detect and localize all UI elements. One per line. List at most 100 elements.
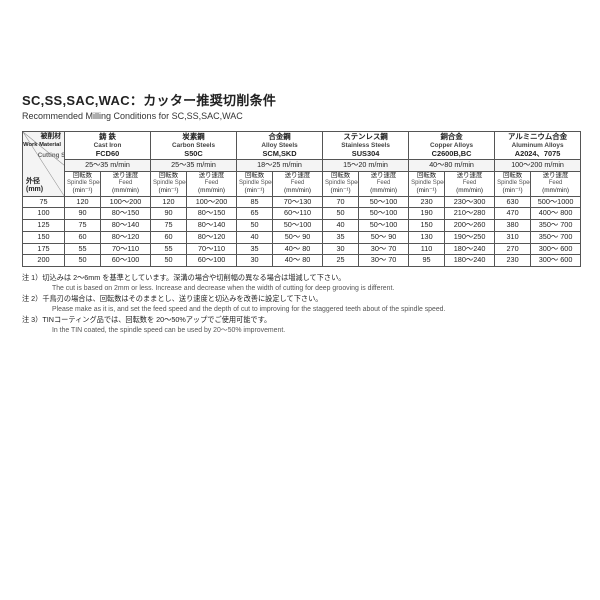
rpm-cell: 50: [151, 255, 187, 267]
diameter-cell: 175: [23, 243, 65, 255]
rpm-cell: 270: [495, 243, 531, 255]
rpm-cell: 85: [237, 196, 273, 208]
speed-5: 100～200 m/min: [495, 160, 581, 172]
rpm-cell: 230: [409, 196, 445, 208]
rpm-cell: 310: [495, 231, 531, 243]
feed-cell: 70～110: [187, 243, 237, 255]
subheader-row: 回転数Spindle Speed(min⁻¹)送り速度Feed(mm/min)回…: [23, 172, 581, 197]
rpm-cell: 40: [237, 231, 273, 243]
feed-cell: 350～ 700: [531, 220, 581, 232]
note-1: 注 1）切込みは 2～6mm を基準としています。深溝の場合や切削幅の異なる場合…: [22, 273, 578, 284]
table-body: 75120100～200120100～2008570～1307050～10023…: [23, 196, 581, 267]
feed-cell: 30～ 70: [359, 255, 409, 267]
diameter-cell: 75: [23, 196, 65, 208]
mat-code: S50C: [153, 150, 234, 159]
mat-code: FCD60: [67, 150, 148, 159]
diameter-cell: 150: [23, 231, 65, 243]
subhdr-rpm: 回転数Spindle Speed(min⁻¹): [65, 172, 101, 197]
rpm-cell: 55: [151, 243, 187, 255]
subhdr-rpm: 回転数Spindle Speed(min⁻¹): [409, 172, 445, 197]
rpm-cell: 150: [409, 220, 445, 232]
mat-jp: 鋳 鉄: [67, 133, 148, 142]
subhdr-feed: 送り速度Feed(mm/min): [531, 172, 581, 197]
feed-cell: 50～ 90: [359, 231, 409, 243]
feed-cell: 80～120: [187, 231, 237, 243]
cutting-speed-row: 25～35 m/min 25～35 m/min 18～25 m/min 15～2…: [23, 160, 581, 172]
speed-3: 15～20 m/min: [323, 160, 409, 172]
feed-cell: 50～100: [359, 208, 409, 220]
subhdr-feed: 送り速度Feed(mm/min): [101, 172, 151, 197]
feed-cell: 100～200: [101, 196, 151, 208]
mat-jp: 炭素鋼: [153, 133, 234, 142]
subhdr-rpm: 回転数Spindle Speed(min⁻¹): [237, 172, 273, 197]
feed-cell: 180～240: [445, 243, 495, 255]
speed-4: 40～80 m/min: [409, 160, 495, 172]
subhdr-rpm: 回転数Spindle Speed(min⁻¹): [323, 172, 359, 197]
speed-0: 25～35 m/min: [65, 160, 151, 172]
feed-cell: 50～ 90: [273, 231, 323, 243]
rpm-cell: 30: [237, 255, 273, 267]
note-3: 注 3）TINコーティング品では、回転数を 20～50%アップでご使用可能です。: [22, 315, 578, 326]
rpm-cell: 90: [151, 208, 187, 220]
rpm-cell: 35: [323, 231, 359, 243]
rpm-cell: 25: [323, 255, 359, 267]
rpm-cell: 70: [323, 196, 359, 208]
diameter-cell: 100: [23, 208, 65, 220]
mat-jp: アルミニウム合金: [497, 133, 578, 142]
rpm-cell: 110: [409, 243, 445, 255]
feed-cell: 80～140: [187, 220, 237, 232]
rpm-cell: 470: [495, 208, 531, 220]
mat-hdr-0: 鋳 鉄 Cast Iron FCD60: [65, 132, 151, 160]
rpm-cell: 90: [65, 208, 101, 220]
title-en: Recommended Milling Conditions for SC,SS…: [22, 111, 578, 121]
rpm-cell: 120: [65, 196, 101, 208]
diameter-cell: 200: [23, 255, 65, 267]
notes-block: 注 1）切込みは 2～6mm を基準としています。深溝の場合や切削幅の異なる場合…: [22, 273, 578, 336]
feed-cell: 30～ 70: [359, 243, 409, 255]
mat-hdr-5: アルミニウム合金 Aluminum Alloys A2024、7075: [495, 132, 581, 160]
diameter-cell: 125: [23, 220, 65, 232]
subhdr-rpm: 回転数Spindle Speed(min⁻¹): [151, 172, 187, 197]
feed-cell: 300～ 600: [531, 243, 581, 255]
milling-conditions-table: 被削材 Work Material Cutting Speed 外径 (mm) …: [22, 131, 581, 267]
mat-code: C2600B,BC: [411, 150, 492, 159]
rpm-cell: 230: [495, 255, 531, 267]
rpm-cell: 30: [323, 243, 359, 255]
feed-cell: 100～200: [187, 196, 237, 208]
corner-bot-jp: 外径: [26, 178, 40, 185]
rpm-cell: 35: [237, 243, 273, 255]
feed-cell: 80～150: [187, 208, 237, 220]
corner-cell: 被削材 Work Material Cutting Speed 外径 (mm): [23, 132, 65, 197]
feed-cell: 230～300: [445, 196, 495, 208]
title-jp: SC,SS,SAC,WAC：カッター推奨切削条件: [22, 90, 578, 109]
note-1-sub: The cut is based on 2mm or less. Increas…: [22, 284, 578, 294]
rpm-cell: 190: [409, 208, 445, 220]
feed-cell: 400～ 800: [531, 208, 581, 220]
rpm-cell: 380: [495, 220, 531, 232]
feed-cell: 80～140: [101, 220, 151, 232]
feed-cell: 80～150: [101, 208, 151, 220]
feed-cell: 40～ 80: [273, 255, 323, 267]
feed-cell: 50～100: [359, 196, 409, 208]
mat-hdr-4: 銅合金 Copper Alloys C2600B,BC: [409, 132, 495, 160]
corner-top-jp: 被削材: [41, 133, 61, 140]
feed-cell: 180～240: [445, 255, 495, 267]
subhdr-feed: 送り速度Feed(mm/min): [445, 172, 495, 197]
rpm-cell: 55: [65, 243, 101, 255]
feed-cell: 60～100: [101, 255, 151, 267]
mat-jp: 合金鋼: [239, 133, 320, 142]
subhdr-feed: 送り速度Feed(mm/min): [359, 172, 409, 197]
table-row: 2005060～1005060～1003040～ 802530～ 7095180…: [23, 255, 581, 267]
feed-cell: 60～110: [273, 208, 323, 220]
rpm-cell: 630: [495, 196, 531, 208]
mat-jp: ステンレス鋼: [325, 133, 406, 142]
subhdr-rpm: 回転数Spindle Speed(min⁻¹): [495, 172, 531, 197]
rpm-cell: 95: [409, 255, 445, 267]
table-row: 75120100～200120100～2008570～1307050～10023…: [23, 196, 581, 208]
mat-hdr-2: 合金鋼 Alloy Steels SCM,SKD: [237, 132, 323, 160]
rpm-cell: 60: [151, 231, 187, 243]
feed-cell: 80～120: [101, 231, 151, 243]
rpm-cell: 75: [65, 220, 101, 232]
feed-cell: 500～1000: [531, 196, 581, 208]
rpm-cell: 75: [151, 220, 187, 232]
